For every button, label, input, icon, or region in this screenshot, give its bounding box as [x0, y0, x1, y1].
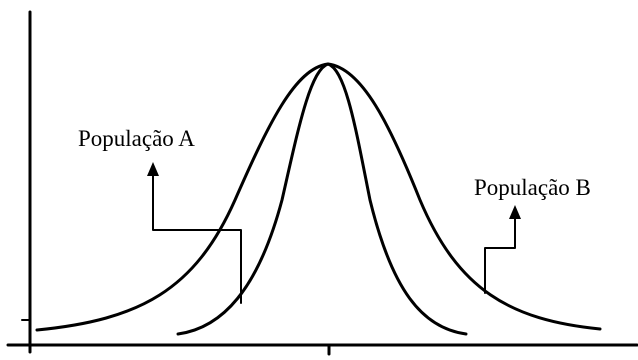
population-a-curve [176, 62, 468, 336]
population-b-label: População B [474, 175, 591, 200]
population-a-label: População A [78, 126, 195, 151]
population-b-pointer-line [484, 217, 516, 294]
population-b-pointer-arrowhead [509, 205, 521, 219]
population-a-pointer-line [152, 174, 242, 304]
population-a-pointer-arrowhead [147, 162, 159, 176]
